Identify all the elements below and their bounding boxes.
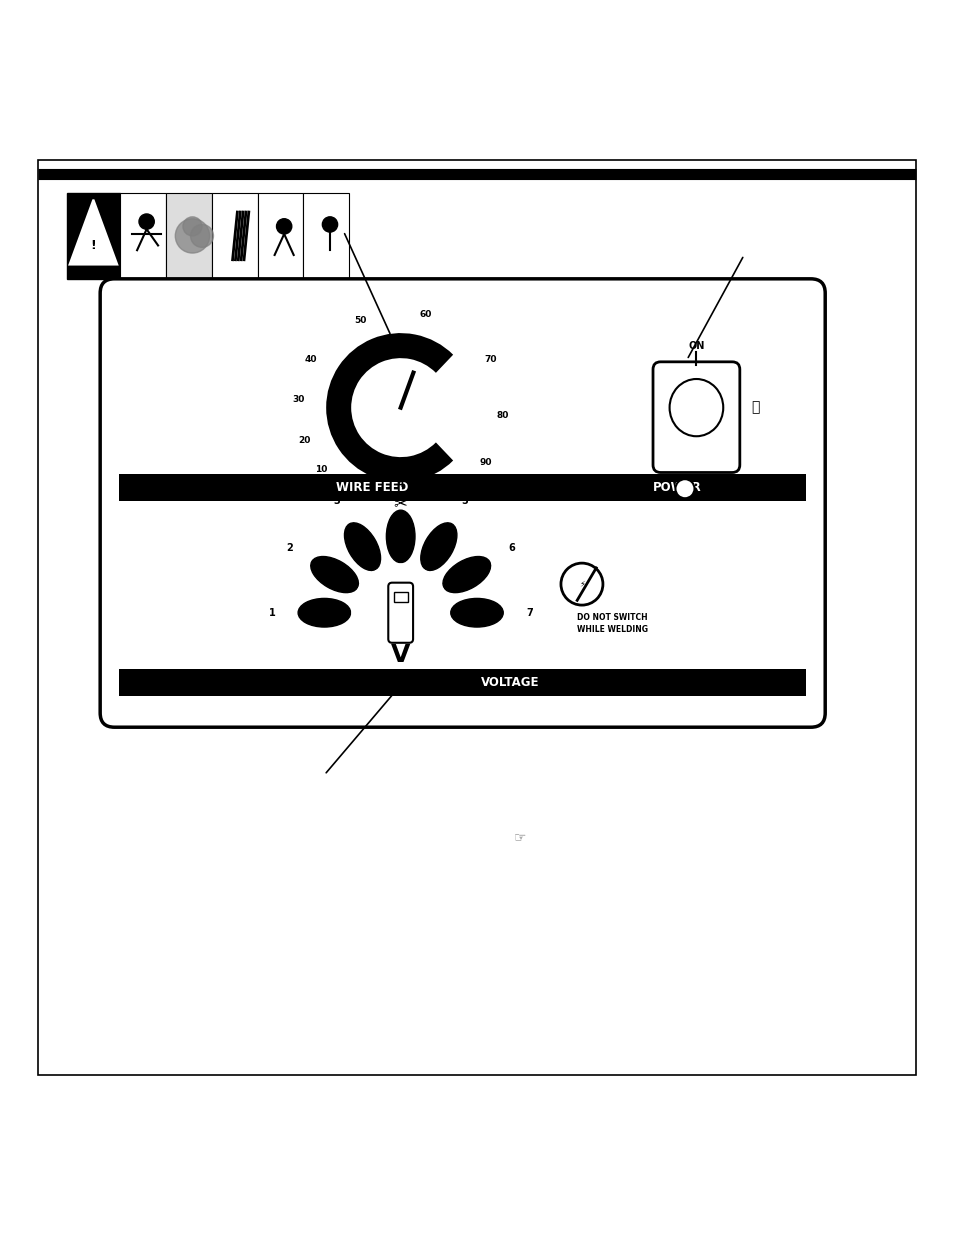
Ellipse shape [420,522,456,571]
Text: 5: 5 [461,496,468,506]
Polygon shape [70,200,117,264]
Bar [67,193,120,279]
FancyBboxPatch shape [100,279,824,727]
Circle shape [276,219,292,233]
Bar [394,592,407,603]
Ellipse shape [297,599,351,627]
Text: !: ! [91,238,96,252]
Text: 80: 80 [496,411,508,420]
Text: WIRE FEED: WIRE FEED [335,482,408,494]
Text: VOLTAGE: VOLTAGE [480,676,539,689]
Text: 90: 90 [479,458,492,467]
Ellipse shape [669,379,722,436]
Text: 6: 6 [508,543,515,553]
Text: ⏚: ⏚ [750,400,759,415]
FancyBboxPatch shape [38,159,915,1076]
Text: 1: 1 [268,608,275,618]
Ellipse shape [311,557,358,593]
Text: ☞: ☞ [513,830,526,844]
Text: OFF: OFF [710,484,732,494]
Circle shape [183,217,202,236]
Circle shape [392,604,409,621]
FancyBboxPatch shape [388,583,413,642]
Text: 70: 70 [483,354,496,364]
Circle shape [352,564,449,662]
Bar [166,193,212,279]
Text: 7: 7 [525,608,533,618]
Text: 40: 40 [305,354,317,364]
Text: ON: ON [687,341,704,351]
Circle shape [139,214,154,230]
Text: 50: 50 [354,316,366,325]
Text: 30: 30 [293,395,305,404]
Text: 4: 4 [396,479,404,489]
Text: 10: 10 [314,464,327,474]
Text: WHILE WELDING: WHILE WELDING [577,625,647,634]
Circle shape [354,361,447,454]
Ellipse shape [386,510,415,563]
Circle shape [675,479,694,498]
Ellipse shape [344,522,380,571]
Bar [119,669,805,695]
Ellipse shape [450,599,503,627]
Text: 2: 2 [286,543,293,553]
Text: 60: 60 [419,310,432,320]
Bar [120,193,166,279]
Text: V: V [391,642,410,667]
Text: DO NOT SWITCH: DO NOT SWITCH [577,613,647,621]
Bar [119,474,805,501]
Circle shape [322,217,337,232]
Bar [303,193,349,279]
Text: POWER: POWER [652,482,701,494]
Text: ✂: ✂ [394,494,407,513]
Text: ⚡: ⚡ [578,579,584,589]
Text: 100: 100 [448,487,467,495]
Bar [212,193,257,279]
Circle shape [175,219,210,253]
Bar [257,193,303,279]
Ellipse shape [442,557,490,593]
Text: 20: 20 [297,436,310,445]
Text: 3: 3 [333,496,339,506]
Circle shape [191,225,213,247]
FancyBboxPatch shape [652,362,740,473]
